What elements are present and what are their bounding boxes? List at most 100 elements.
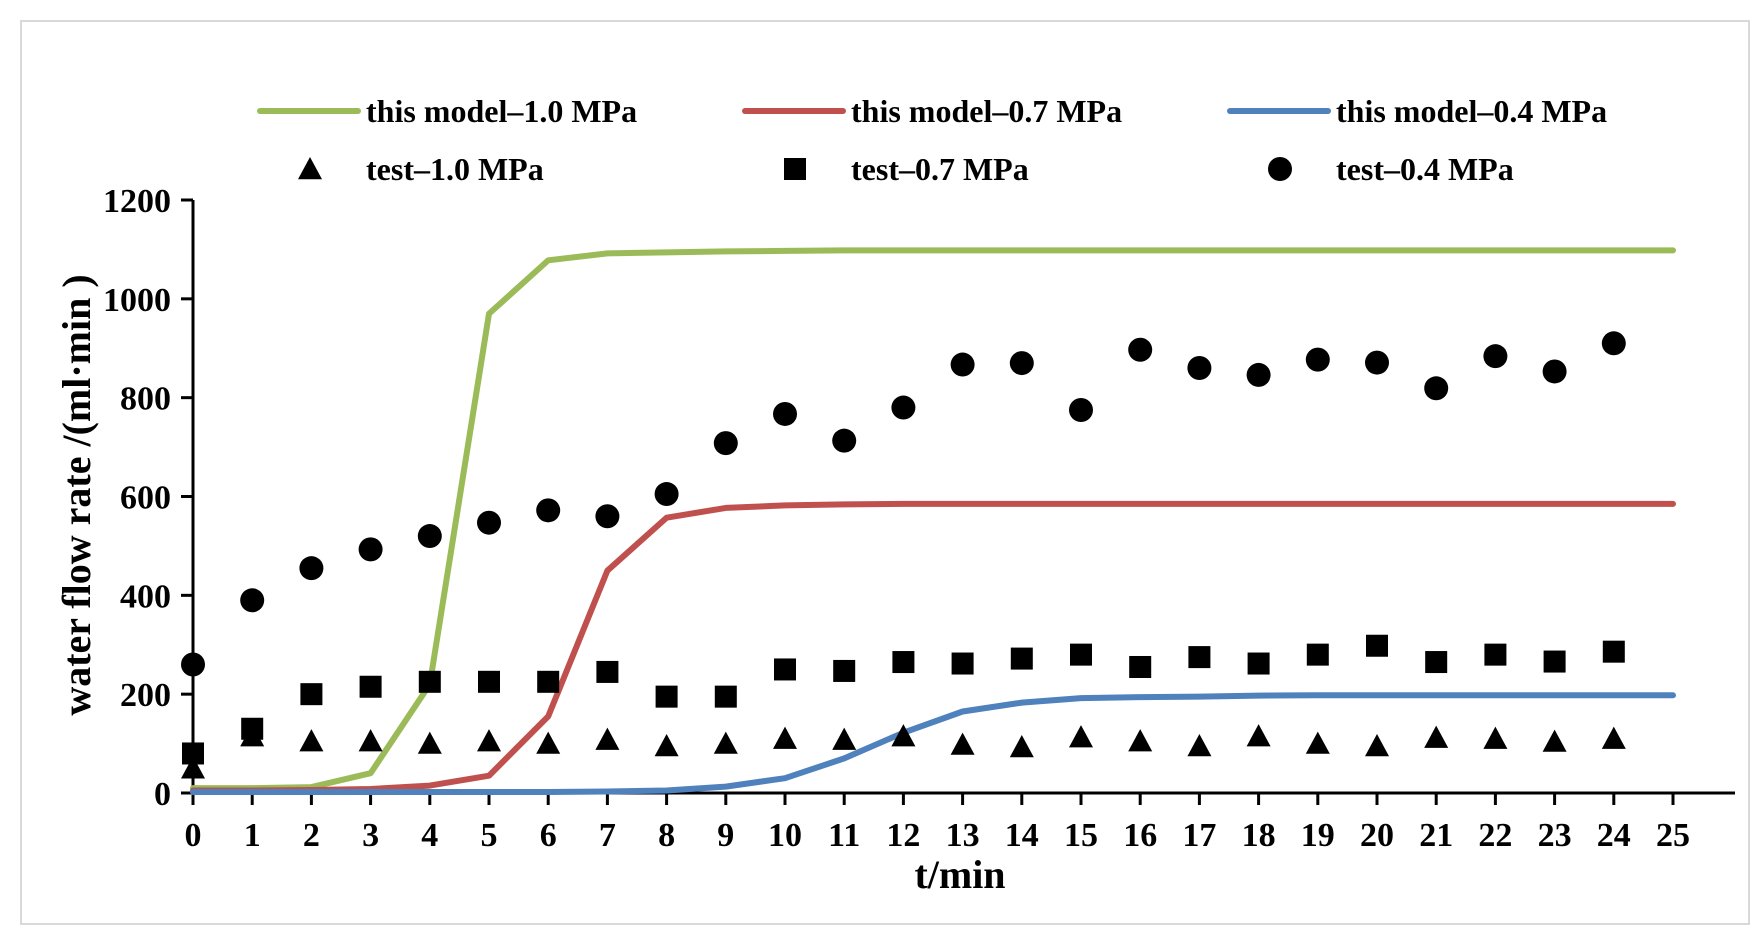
data-point-square [1247, 652, 1270, 675]
x-tick-label: 2 [303, 817, 320, 854]
data-point-circle [713, 431, 738, 456]
x-tick-label: 6 [540, 817, 557, 854]
data-point-square [537, 670, 560, 693]
data-point-triangle [1424, 725, 1449, 748]
data-point-square [1602, 640, 1625, 663]
data-point-circle [536, 498, 561, 523]
legend-item: test–0.7 MPa [784, 151, 1029, 187]
data-point-circle [595, 504, 620, 529]
data-point-square [1425, 651, 1448, 674]
y-tick-label: 1000 [103, 282, 171, 319]
data-point-circle [1069, 398, 1093, 423]
data-point-circle [654, 482, 679, 507]
data-point-circle [1187, 356, 1212, 381]
data-point-circle [299, 556, 324, 581]
y-tick-label: 1200 [103, 183, 171, 220]
x-tick-label: 3 [362, 817, 379, 854]
x-tick-label: 14 [1005, 817, 1039, 854]
data-point-square [1070, 643, 1092, 666]
x-tick-label: 18 [1242, 817, 1276, 854]
data-point-triangle [1069, 725, 1093, 748]
data-point-circle [181, 652, 205, 677]
x-tick-label: 17 [1182, 817, 1216, 854]
x-tick-label: 8 [658, 817, 675, 854]
series-2 [190, 692, 1676, 795]
data-point-triangle [1483, 726, 1508, 749]
series-4 [182, 634, 1625, 765]
data-point-triangle [477, 729, 501, 752]
y-tick-label: 400 [120, 578, 171, 615]
legend-label: this model–0.4 MPa [1336, 93, 1607, 129]
data-point-square [300, 683, 323, 706]
data-point-circle [1128, 337, 1153, 362]
data-point-square [774, 658, 796, 681]
data-point-circle [477, 510, 501, 535]
series-layer [181, 247, 1676, 795]
x-axis-title: t/min [914, 852, 1005, 897]
data-point-circle [240, 588, 265, 613]
data-point-circle [773, 401, 797, 426]
data-point-circle [832, 428, 857, 453]
data-point-circle [1246, 362, 1271, 387]
data-point-square [1306, 643, 1329, 666]
data-point-circle [1542, 359, 1567, 384]
data-point-square [418, 670, 441, 693]
data-point-square [714, 685, 737, 708]
data-point-triangle [832, 727, 857, 750]
data-point-square [182, 742, 204, 765]
data-point-triangle [1365, 734, 1389, 757]
legend-item: test–0.4 MPa [1268, 151, 1514, 187]
data-point-triangle [1009, 735, 1034, 758]
x-tick-label: 5 [481, 817, 498, 854]
data-point-square [1366, 634, 1388, 657]
series-1 [190, 500, 1676, 794]
data-point-square [359, 675, 382, 698]
series-line [190, 692, 1676, 795]
data-point-square [655, 685, 678, 708]
data-point-square [1543, 650, 1566, 673]
legend-item: this model–1.0 MPa [257, 93, 637, 129]
data-point-triangle [181, 756, 205, 779]
data-point-square [892, 651, 915, 674]
x-tick-label: 10 [768, 817, 802, 854]
data-point-square [1484, 643, 1507, 666]
data-point-triangle [595, 727, 620, 750]
legend-swatch-square [784, 158, 806, 180]
series-line [190, 500, 1676, 794]
legend-label: this model–0.7 MPa [851, 93, 1122, 129]
series-line [190, 247, 1676, 792]
x-tick-label: 9 [717, 817, 734, 854]
legend: this model–1.0 MPa this model–0.7 MPa this… [257, 93, 1607, 187]
data-point-circle [891, 395, 916, 420]
data-point-square [478, 670, 500, 693]
y-tick-label: 600 [120, 480, 171, 517]
data-point-triangle [654, 734, 679, 757]
y-tick-label: 800 [120, 381, 171, 418]
legend-label: test–1.0 MPa [366, 151, 544, 187]
data-point-square [596, 660, 619, 683]
x-tick-label: 24 [1597, 817, 1631, 854]
data-point-circle [1009, 351, 1034, 376]
data-point-triangle [950, 732, 975, 755]
legend-swatch-triangle [298, 157, 322, 180]
data-point-circle [1483, 344, 1508, 369]
data-point-triangle [1542, 729, 1567, 752]
x-tick-label: 15 [1064, 817, 1098, 854]
legend-label: test–0.4 MPa [1336, 151, 1514, 187]
data-point-circle [1305, 347, 1330, 372]
data-point-circle [950, 352, 975, 377]
data-point-circle [1365, 350, 1389, 375]
legend-item: this model–0.7 MPa [742, 93, 1122, 129]
series-3 [181, 724, 1626, 779]
legend-label: test–0.7 MPa [851, 151, 1029, 187]
series-5 [181, 331, 1626, 677]
x-tick-label: 21 [1419, 817, 1453, 854]
data-point-triangle [1187, 734, 1212, 757]
x-tick-label: 22 [1478, 817, 1512, 854]
x-tick-label: 19 [1301, 817, 1335, 854]
data-point-circle [1424, 376, 1449, 401]
x-tick-label: 7 [599, 817, 616, 854]
data-point-square [1129, 655, 1152, 678]
data-point-triangle [1305, 731, 1330, 754]
